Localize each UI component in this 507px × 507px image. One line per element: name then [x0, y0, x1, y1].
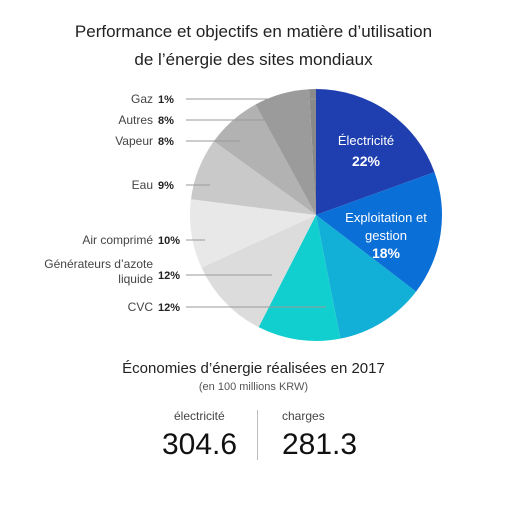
pie-outside-label-autres: Autres	[118, 113, 153, 127]
pie-slice-air-comprime	[190, 199, 316, 268]
electricity-savings-value: 304.6	[162, 428, 238, 461]
pie-outside-label-cvc: CVC	[128, 300, 154, 314]
pie-value-label-air-comprime: 10%	[158, 235, 180, 247]
pie-slice-segment-2	[316, 215, 417, 339]
pie-slice-autres	[255, 89, 316, 215]
pie-slice-exploitation-et-gestion	[316, 172, 442, 292]
pie-slice-cvc	[258, 215, 341, 341]
electricity-savings-label: électricité	[174, 409, 225, 423]
pie-value-label-autres: 8%	[158, 115, 174, 127]
pie-outside-label-vapeur: Vapeur	[115, 134, 153, 148]
pie-value-label-vapeur: 8%	[158, 136, 174, 148]
pie-outside-label-gaz: Gaz	[131, 92, 153, 106]
charges-savings-label: charges	[282, 409, 325, 423]
pie-slice-electricite	[316, 89, 435, 215]
chart-title-line-2: de l’énergie des sites mondiaux	[134, 50, 373, 69]
pie-inside-label-exploitation-et-gestion: Exploitation et gestion	[345, 210, 427, 243]
pie-value-label-electricite: 22%	[352, 153, 381, 169]
chart-title-line-1: Performance et objectifs en matière d’ut…	[74, 22, 433, 41]
pie-inside-label-electricite: Électricité	[338, 133, 394, 148]
pie-value-label-eau: 9%	[158, 180, 174, 192]
pie-value-label-exploitation-et-gestion: 18%	[372, 245, 401, 261]
pie-outside-label-eau: Eau	[132, 178, 153, 192]
chart-title: Performance et objectifs en matière d’ut…	[0, 18, 507, 74]
pie-value-label-generateurs-d-azote-liquide: 12%	[158, 270, 180, 282]
pie-slice-generateurs-d-azote-liquide	[201, 215, 316, 328]
savings-subtitle: (en 100 millions KRW)	[198, 381, 309, 393]
pie-outside-label-air-comprime: Air comprimé	[82, 233, 153, 247]
charges-savings-value: 281.3	[282, 428, 358, 461]
pie-value-label-gaz: 1%	[158, 94, 174, 106]
pie-chart: Électricité 22% Exploitation et gestion 18% G…	[44, 89, 442, 341]
pie-slice-gaz	[308, 89, 316, 215]
pie-value-label-cvc: 12%	[158, 302, 180, 314]
pie-slice-vapeur	[213, 104, 316, 215]
summary-divider	[257, 410, 258, 460]
savings-title: Économies d’énergie réalisées en 2017	[122, 360, 385, 377]
pie-slice-eau	[190, 141, 316, 215]
pie-outside-label-generateurs-d-azote-liquide: Générateurs d’azote liquide	[44, 257, 153, 286]
